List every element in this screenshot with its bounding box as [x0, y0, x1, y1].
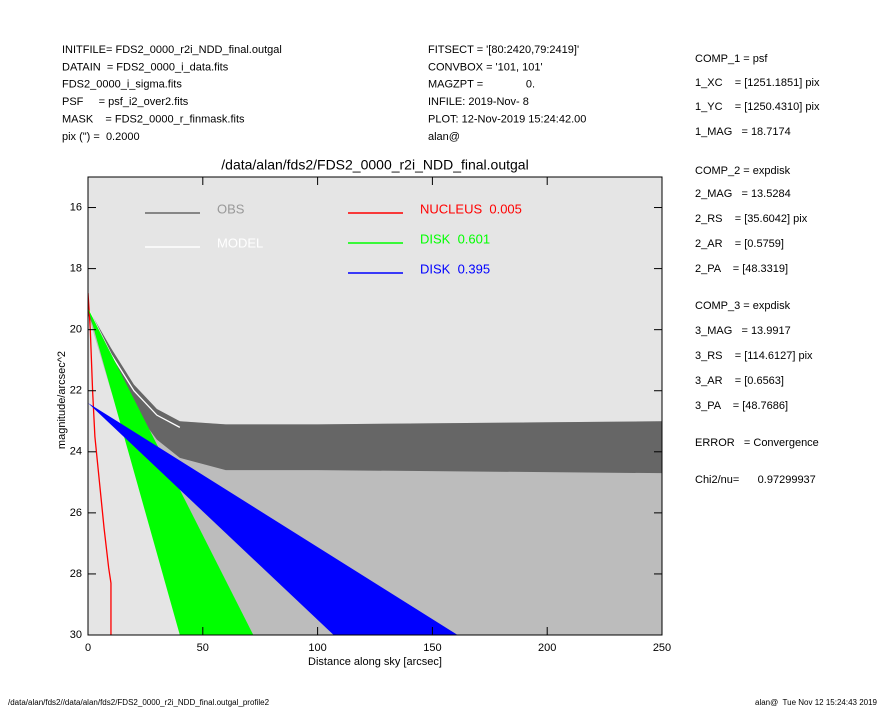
model-band [88, 308, 254, 635]
header-right-line: COMP_2 = expdisk [695, 165, 791, 177]
header-right-line: 2_RS = [35.6042] pix [695, 213, 808, 225]
header-left-line: MASK = FDS2_0000_r_finmask.fits [62, 114, 245, 126]
header-right-line: COMP_3 = expdisk [695, 300, 791, 312]
header-right-line: 3_AR = [0.6563] [695, 375, 784, 387]
header-left-line: PSF = psf_i2_over2.fits [62, 96, 189, 108]
header-middle-line: MAGZPT = 0. [428, 79, 535, 91]
x-tick-label: 50 [197, 642, 209, 654]
header-right-line: 2_PA = [48.3319] [695, 263, 788, 275]
header-right-line: ERROR = Convergence [695, 437, 819, 449]
header-middle-line: INFILE: 2019-Nov- 8 [428, 96, 529, 108]
obs-dense-area [88, 308, 662, 474]
y-tick-label: 20 [70, 324, 82, 336]
header-middle-line: PLOT: 12-Nov-2019 15:24:42.00 [428, 114, 586, 126]
header-middle-line: alan@ [428, 131, 460, 143]
header-right-line: 3_MAG = 13.9917 [695, 325, 791, 337]
chart-title: /data/alan/fds2/FDS2_0000_r2i_NDD_final.… [221, 157, 528, 173]
x-axis-label: Distance along sky [arcsec] [308, 656, 442, 668]
header-right-line: 1_MAG = 18.7174 [695, 126, 791, 138]
model-band [88, 402, 458, 635]
x-tick-label: 0 [85, 642, 91, 654]
header-right-line: 1_YC = [1250.4310] pix [695, 101, 820, 113]
y-tick-label: 28 [70, 568, 82, 580]
header-right-line: 2_MAG = 13.5284 [695, 188, 791, 200]
footer-left: /data/alan/fds2//data/alan/fds2/FDS2_000… [8, 698, 270, 707]
y-tick-label: 22 [70, 385, 82, 397]
header-left-line: pix (") = 0.2000 [62, 131, 140, 143]
x-tick-label: 150 [423, 642, 441, 654]
footer-right: alan@ Tue Nov 12 15:24:43 2019 [755, 698, 878, 707]
legend-label: DISK 0.601 [420, 231, 490, 246]
y-tick-label: 26 [70, 507, 82, 519]
x-tick-label: 250 [653, 642, 671, 654]
plot-area [88, 292, 662, 635]
header-middle-line: FITSECT = '[80:2420,79:2419]' [428, 44, 579, 56]
legend-label: MODEL [217, 235, 263, 250]
header-right-line: 2_AR = [0.5759] [695, 238, 784, 250]
plot-frame [87, 176, 663, 636]
header-right-line: 1_XC = [1251.1851] pix [695, 77, 820, 89]
header-right-line: 3_RS = [114.6127] pix [695, 350, 813, 362]
header-left-line: FDS2_0000_i_sigma.fits [62, 79, 182, 91]
header-right-line: Chi2/nu= 0.97299937 [695, 474, 816, 486]
y-tick-label: 18 [70, 263, 82, 275]
x-tick-label: 200 [538, 642, 556, 654]
legend-label: OBS [217, 201, 245, 216]
header-right-line: COMP_1 = psf [695, 53, 768, 65]
header-middle-line: CONVBOX = '101, 101' [428, 61, 543, 73]
y-axis-label: magnitude/arcsec^2 [56, 351, 68, 449]
header-left-line: DATAIN = FDS2_0000_i_data.fits [62, 61, 229, 73]
legend-label: NUCLEUS 0.005 [420, 201, 522, 216]
y-tick-label: 24 [70, 446, 82, 458]
header-left-line: INITFILE= FDS2_0000_r2i_NDD_final.outgal [62, 44, 282, 56]
y-tick-label: 30 [70, 629, 82, 641]
header-right-line: 3_PA = [48.7686] [695, 400, 788, 412]
legend-label: DISK 0.395 [420, 261, 490, 276]
x-tick-label: 100 [308, 642, 326, 654]
model-line [88, 292, 112, 635]
obs-sparse-area [88, 308, 662, 635]
y-tick-label: 16 [70, 201, 82, 213]
